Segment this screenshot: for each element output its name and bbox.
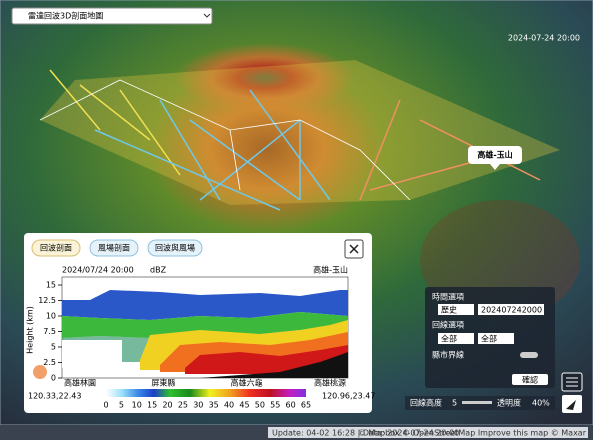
- footer-update: Update: 04-02 16:28 | Data: 2024-07-24 2…: [272, 429, 459, 438]
- route-a: 全部: [441, 334, 457, 344]
- colorbar-tick-label: 15: [147, 401, 157, 410]
- profile-lines: [39, 69, 541, 211]
- station-label: 高雄六龜: [231, 378, 263, 388]
- tab-label: 風場剖面: [98, 243, 130, 253]
- map-timestamp: 2024-07-24 20:00: [508, 34, 580, 43]
- colorbar-tick-label: 0: [103, 401, 108, 410]
- layer-select-text: 雷達回波3D剖面地圖: [28, 11, 103, 21]
- end-coord: 120.96,23.47: [322, 392, 375, 401]
- tab[interactable]: [89, 239, 139, 257]
- colorbar-tick-label: 10: [132, 401, 142, 410]
- colorbar-tick-label: 5: [119, 401, 124, 410]
- colorbar: [106, 389, 306, 397]
- y-tick-label: 10: [46, 312, 56, 321]
- tab[interactable]: [147, 239, 203, 257]
- y-axis-label: Height (km): [26, 306, 35, 354]
- y-tick-label: 0: [51, 374, 56, 383]
- colorbar-tick-label: 50: [255, 401, 265, 410]
- route-b: 全部: [481, 334, 497, 344]
- colorbar-ticks: 0 5 10 15 20 25 30 35 40 45 50 55 60 65: [103, 401, 311, 410]
- attribution-bar: [268, 427, 588, 438]
- height-label: 回線高度: [410, 398, 442, 408]
- profile-image: [33, 276, 349, 379]
- station-label: 高雄林園: [64, 378, 96, 388]
- close-icon: [349, 244, 359, 254]
- time-mode: 歷史: [441, 305, 457, 315]
- colorbar-tick-label: 55: [270, 401, 280, 410]
- colorbar-tick-label: 30: [193, 401, 203, 410]
- route-callout-text: 高雄-玉山: [477, 150, 512, 160]
- colorbar-tick-label: 25: [178, 401, 188, 410]
- profile-route: 高雄-玉山: [313, 265, 348, 275]
- y-tick-label: 15: [46, 281, 56, 290]
- callout-pointer: [490, 164, 500, 170]
- tab-label: 回波與風場: [155, 243, 195, 253]
- height-slider[interactable]: [462, 401, 492, 404]
- colorbar-tick-label: 45: [239, 401, 249, 410]
- route-select-b[interactable]: [478, 333, 514, 344]
- time-mode-select[interactable]: [438, 304, 474, 315]
- compass-icon: [566, 400, 576, 410]
- time-input[interactable]: [478, 304, 544, 315]
- station-label: 屏東縣: [151, 378, 175, 388]
- y-tick-label: 5: [51, 343, 56, 352]
- station-label: 高雄桃源: [314, 378, 346, 388]
- confirm-button[interactable]: [512, 374, 548, 385]
- route-title: 回線選項: [432, 320, 464, 330]
- height-value: 5: [452, 399, 457, 408]
- colorbar-tick-label: 35: [209, 401, 219, 410]
- y-tick-label: 2.5: [43, 358, 56, 367]
- opacity-label: 透明度: [497, 398, 521, 408]
- boundary-switch[interactable]: [520, 352, 538, 358]
- opacity-value: 40%: [532, 399, 550, 408]
- typhoon: [175, 43, 355, 113]
- y-axis: 0 2.5 5 7.5 10 12.5 15: [38, 281, 62, 383]
- y-tick-label: 12.5: [38, 296, 56, 305]
- route-select-a[interactable]: [438, 333, 474, 344]
- colorbar-tick-label: 20: [162, 401, 172, 410]
- time-value: 202407242000: [481, 306, 542, 315]
- stations: 高雄林園 屏東縣 高雄六龜 高雄桃源: [64, 378, 346, 388]
- colorbar-tick-label: 40: [224, 401, 234, 410]
- colorbar-tick-label: 65: [301, 401, 311, 410]
- tabs: 回波剖面 風場剖面 回波與風場: [31, 239, 203, 257]
- profile-time: 2024/07/24 20:00: [62, 266, 134, 275]
- confirm-text: 確認: [522, 375, 538, 385]
- tab-label: 回波剖面: [40, 243, 72, 253]
- route-callout[interactable]: [468, 146, 522, 164]
- profile-unit: dBZ: [150, 266, 167, 275]
- layers-icon: [566, 377, 578, 387]
- start-coord: 120.33,22.43: [28, 392, 81, 401]
- tab[interactable]: [31, 239, 81, 257]
- time-title: 時間選項: [432, 292, 464, 302]
- layer-select[interactable]: [11, 7, 213, 25]
- attribution: © Mapbox © OpenStreetMap Improve this ma…: [358, 429, 587, 438]
- colorbar-tick-label: 60: [286, 401, 296, 410]
- boundary-toggle[interactable]: 縣市界線: [432, 350, 464, 360]
- y-tick-label: 7.5: [43, 327, 56, 336]
- select-arrow: [203, 13, 211, 18]
